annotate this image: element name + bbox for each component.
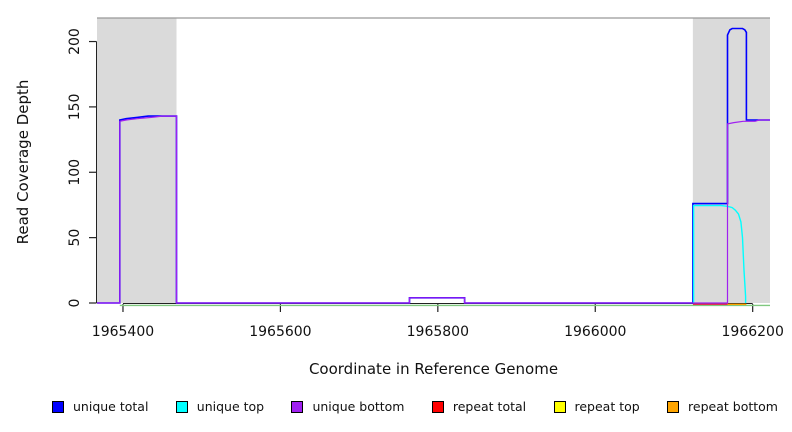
y-tick-label: 0	[67, 299, 83, 308]
x-tick-label: 1965400	[92, 324, 154, 340]
legend-label: unique total	[73, 399, 149, 414]
legend-swatch-unique-top	[175, 400, 188, 413]
legend-label: repeat total	[452, 399, 527, 414]
y-tick-label: 150	[67, 94, 83, 121]
x-tick-label: 1965800	[407, 324, 469, 340]
x-tick-label: 1966000	[564, 324, 626, 340]
legend-swatch-unique-total	[52, 400, 64, 413]
legend-item-unique-total: unique total	[52, 399, 148, 414]
legend-item-repeat-top: repeat top	[553, 399, 640, 414]
legend-label: repeat bottom	[688, 399, 778, 414]
highlight-band-0	[97, 18, 177, 303]
legend-swatch-repeat-bottom	[667, 400, 680, 413]
y-tick-label: 200	[67, 28, 83, 55]
legend-label: unique bottom	[312, 399, 405, 414]
legend-item-unique-top: unique top	[175, 399, 265, 414]
legend-item-repeat-bottom: repeat bottom	[667, 399, 778, 414]
series-line-unique-total	[97, 27, 770, 304]
legend-swatch-unique-bottom	[291, 400, 304, 413]
x-tick-label: 1966200	[722, 324, 784, 340]
legend-swatch-repeat-total	[431, 400, 444, 413]
x-axis-title: Coordinate in Reference Genome	[308, 360, 559, 378]
legend-swatch-repeat-top	[553, 400, 566, 413]
y-tick-label: 50	[67, 229, 83, 247]
series-line-unique-top	[692, 204, 747, 303]
coverage-plot: 0 50 100 150 200 1965400 1965600 1965800 1966000…	[67, 17, 784, 340]
x-tick-label: 1965600	[249, 324, 311, 340]
y-axis-title: Read Coverage Depth	[14, 79, 32, 245]
legend: unique total unique top unique bottom repea…	[52, 399, 778, 414]
legend-label: unique top	[196, 399, 265, 414]
legend-label: repeat top	[574, 399, 640, 414]
series-line-unique-bottom	[97, 115, 770, 304]
highlight-band-1	[692, 18, 770, 303]
y-tick-label: 100	[67, 159, 83, 186]
legend-item-unique-bottom: unique bottom	[291, 399, 405, 414]
legend-item-repeat-total: repeat total	[431, 399, 527, 414]
